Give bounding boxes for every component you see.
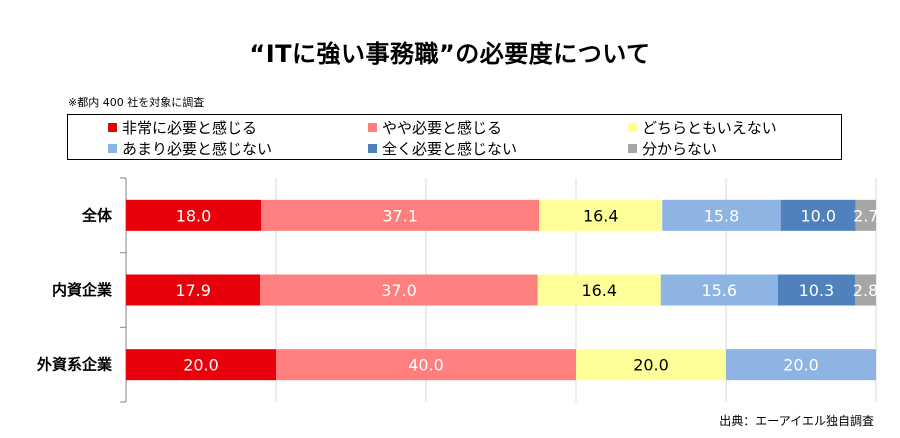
data-label: 10.3 (799, 281, 835, 300)
legend-label: あまり必要と感じない (122, 139, 273, 158)
legend-item: あまり必要と感じない (108, 138, 272, 158)
chart-legend: 非常に必要と感じる やや必要と感じる どちらともいえないあまり必要と感じない 全く必要… (67, 114, 842, 160)
bar-segment (126, 199, 261, 231)
category-label: 外資系企業 (36, 356, 113, 374)
legend-swatch (628, 122, 637, 132)
category-label: 内資企業 (52, 281, 113, 299)
bar-segment (576, 349, 726, 381)
legend-item: 分からない (628, 138, 717, 158)
data-label: 18.0 (176, 206, 212, 225)
legend-swatch (368, 143, 377, 153)
data-label: 15.6 (701, 281, 737, 300)
bar-segment (726, 349, 876, 381)
data-label: 2.7 (853, 206, 878, 225)
data-label: 2.8 (853, 281, 878, 300)
data-label: 10.0 (800, 206, 836, 225)
bar-segment (780, 199, 856, 231)
legend-label: 全く必要と感じない (382, 139, 518, 158)
legend-label: どちらともいえない (642, 118, 777, 137)
legend-label: やや必要と感じる (382, 118, 503, 137)
data-label: 15.8 (704, 206, 740, 225)
survey-note: ※都内 400 社を対象に調査 (68, 96, 205, 109)
bar-segment (662, 199, 781, 231)
legend-item: 非常に必要と感じる (108, 117, 257, 137)
data-label: 37.1 (382, 206, 418, 225)
bar-segment (126, 274, 261, 306)
category-label: 全体 (81, 206, 113, 224)
bar-segment (537, 274, 661, 306)
data-label: 20.0 (783, 356, 819, 375)
bar-segment (260, 274, 538, 306)
legend-label: 分からない (642, 139, 718, 158)
legend-swatch (108, 143, 117, 153)
bar-segment (777, 274, 855, 306)
bar-segment (855, 274, 876, 306)
legend-item: どちらともいえない (628, 117, 777, 137)
data-label: 37.0 (381, 281, 417, 300)
bar-segment (660, 274, 778, 306)
source-note: 出典：エーアイエル独自調査 (719, 414, 874, 428)
legend-swatch (368, 122, 377, 132)
data-label: 20.0 (633, 356, 669, 375)
legend-item: やや必要と感じる (368, 117, 502, 137)
data-label: 16.4 (581, 281, 617, 300)
data-label: 17.9 (175, 281, 211, 300)
data-label: 16.4 (583, 206, 619, 225)
chart-title: “ITに強い事務職”の必要度について (249, 40, 651, 68)
bar-segment (539, 199, 663, 231)
legend-swatch (108, 122, 117, 132)
bar-segment (276, 349, 576, 381)
legend-swatch (628, 143, 637, 153)
bar-segment (855, 199, 876, 231)
data-label: 40.0 (408, 356, 444, 375)
legend-label: 非常に必要と感じる (122, 118, 258, 137)
bar-segment (126, 349, 276, 381)
bar-segment (261, 199, 540, 231)
data-label: 20.0 (183, 356, 219, 375)
legend-item: 全く必要と感じない (368, 138, 517, 158)
